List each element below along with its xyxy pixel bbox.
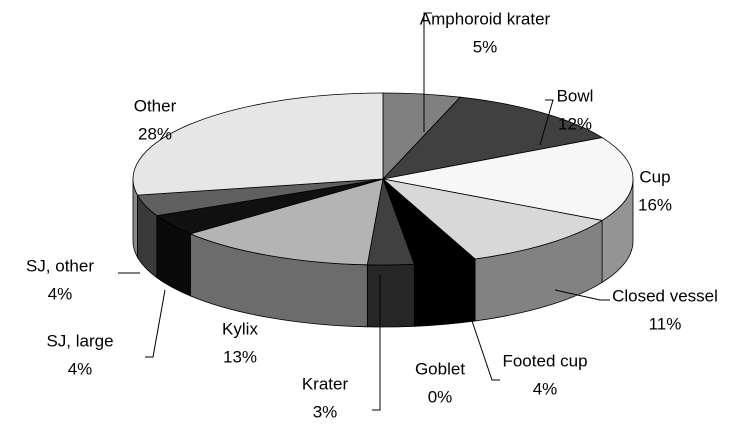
value-label: 16%	[638, 195, 672, 214]
value-label: 11%	[649, 314, 682, 333]
value-label: 5%	[473, 37, 498, 56]
slice-side	[366, 263, 415, 328]
slice	[132, 92, 384, 196]
value-label: 4%	[533, 379, 558, 398]
value-label: 12%	[558, 114, 592, 133]
value-label: 0%	[428, 387, 453, 406]
slice	[381, 178, 604, 260]
slice-label: Goblet	[415, 359, 465, 378]
slice-label: SJ, other	[26, 256, 94, 275]
value-label: 28%	[138, 124, 172, 143]
slice	[189, 178, 384, 266]
slice-label: Closed vessel	[612, 286, 718, 305]
slice-label: Krater	[302, 374, 349, 393]
leader-line	[554, 289, 610, 301]
slice-label: Kylix	[222, 319, 258, 338]
slice	[381, 96, 604, 180]
leader-line	[469, 314, 500, 381]
slice-label: Bowl	[557, 86, 594, 105]
value-label: 4%	[48, 284, 73, 303]
leader-line	[145, 289, 166, 358]
leader-line	[539, 99, 554, 146]
value-label: 4%	[68, 359, 93, 378]
slice-label: SJ, large	[46, 331, 113, 350]
slice-label: Cup	[639, 167, 670, 186]
value-label: 3%	[313, 402, 338, 421]
slice-label: Amphoroid krater	[420, 9, 551, 28]
leader-line	[423, 12, 432, 132]
slice	[382, 137, 634, 221]
slice-label: Other	[134, 96, 177, 115]
value-label: 13%	[223, 347, 257, 366]
leader-line	[372, 275, 381, 411]
slice-side	[413, 258, 476, 327]
slice-label: Footed cup	[502, 351, 587, 370]
